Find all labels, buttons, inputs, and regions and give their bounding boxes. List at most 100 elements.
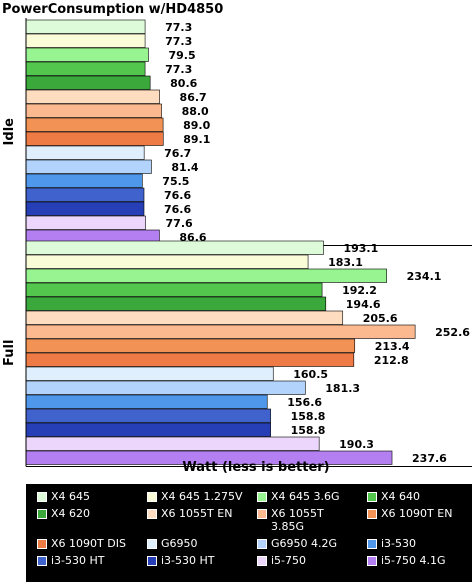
bar-idle-2 xyxy=(25,33,146,48)
chart-title: PowerConsumption w/HD4850 xyxy=(2,2,223,17)
legend-swatch xyxy=(37,509,47,519)
bar-full-3 xyxy=(25,268,387,283)
legend-swatch xyxy=(147,539,157,549)
legend-item-3: X4 645 3.6G xyxy=(252,490,362,503)
bar-full-6 xyxy=(25,310,344,325)
data-label-idle-5: 80.6 xyxy=(170,77,197,90)
data-label-full-11: 181.3 xyxy=(325,382,360,395)
data-label-idle-1: 77.3 xyxy=(165,21,192,34)
legend-swatch xyxy=(37,556,47,566)
bar-idle-8 xyxy=(25,117,164,132)
group-idle: 77.377.379.577.380.686.788.089.089.176.7… xyxy=(2,18,472,246)
legend: X4 645 X4 645 1.275V X4 645 3.6G X4 640 X4 6… xyxy=(26,484,472,582)
legend-label: i3-530 xyxy=(381,537,417,550)
group-label-full: Full xyxy=(2,340,17,366)
legend-item-9: X6 1090T DIS xyxy=(32,537,142,550)
legend-item-14: i3-530 HT xyxy=(142,554,252,567)
bar-idle-15 xyxy=(25,215,146,230)
group-label-idle: Idle xyxy=(2,118,17,146)
legend-swatch xyxy=(37,539,47,549)
data-label-full-14: 158.8 xyxy=(291,424,326,437)
plot-area: 77.377.379.577.380.686.788.089.089.176.7… xyxy=(2,18,472,467)
legend-label: G6950 4.2G xyxy=(271,537,338,550)
legend-item-16: i5-750 4.1G xyxy=(362,554,472,567)
data-label-idle-6: 86.7 xyxy=(180,91,207,104)
data-label-full-7: 252.6 xyxy=(435,326,470,339)
bar-full-14 xyxy=(25,422,271,437)
data-label-idle-10: 76.7 xyxy=(164,147,191,160)
legend-swatch xyxy=(147,556,157,566)
legend-label: i3-530 HT xyxy=(161,554,215,567)
legend-swatch xyxy=(257,556,267,566)
legend-item-2: X4 645 1.275V xyxy=(142,490,252,503)
bar-idle-13 xyxy=(25,187,145,202)
legend-label: X4 645 1.275V xyxy=(161,490,243,503)
bar-full-7 xyxy=(25,324,416,339)
data-label-full-16: 237.6 xyxy=(412,452,447,465)
x-axis-label: Watt (less is better) xyxy=(182,460,329,475)
legend-item-6: X6 1055T EN xyxy=(142,507,252,533)
data-label-full-13: 158.8 xyxy=(291,410,326,423)
legend-item-13: i3-530 HT xyxy=(32,554,142,567)
bar-idle-11 xyxy=(25,159,152,174)
legend-label: i5-750 4.1G xyxy=(381,554,446,567)
legend-swatch xyxy=(147,492,157,502)
legend-label: X4 640 xyxy=(381,490,421,503)
legend-item-8: X6 1090T EN xyxy=(362,507,472,533)
bar-full-8 xyxy=(25,338,356,353)
bar-idle-7 xyxy=(25,103,162,118)
legend-swatch xyxy=(367,556,377,566)
legend-item-11: G6950 4.2G xyxy=(252,537,362,550)
legend-swatch xyxy=(257,509,267,519)
legend-item-4: X4 640 xyxy=(362,490,472,503)
data-label-idle-7: 88.0 xyxy=(182,105,209,118)
legend-swatch xyxy=(367,509,377,519)
data-label-full-15: 190.3 xyxy=(339,438,374,451)
legend-item-7: X6 1055T 3.85G xyxy=(252,507,362,533)
data-label-idle-4: 77.3 xyxy=(165,63,192,76)
bar-full-15 xyxy=(25,436,320,451)
legend-label: G6950 xyxy=(161,537,198,550)
legend-label: X6 1055T EN xyxy=(161,507,233,520)
data-label-full-2: 183.1 xyxy=(328,256,363,269)
legend-label: X6 1090T DIS xyxy=(51,537,126,550)
legend-swatch xyxy=(37,492,47,502)
bar-full-9 xyxy=(25,352,355,367)
bar-idle-14 xyxy=(25,201,145,216)
legend-swatch xyxy=(257,492,267,502)
bar-idle-4 xyxy=(25,61,146,76)
bar-idle-6 xyxy=(25,89,160,104)
legend-swatch xyxy=(147,509,157,519)
bar-full-2 xyxy=(25,254,309,269)
bar-full-13 xyxy=(25,408,271,423)
data-label-full-6: 205.6 xyxy=(363,312,398,325)
bar-idle-10 xyxy=(25,145,145,160)
bar-full-11 xyxy=(25,380,306,395)
bar-idle-12 xyxy=(25,173,143,188)
legend-item-12: i3-530 xyxy=(362,537,472,550)
legend-label: i3-530 HT xyxy=(51,554,105,567)
data-label-full-10: 160.5 xyxy=(293,368,328,381)
legend-item-5: X4 620 xyxy=(32,507,142,533)
data-label-full-1: 193.1 xyxy=(343,242,378,255)
legend-label: X4 645 3.6G xyxy=(271,490,340,503)
data-label-full-3: 234.1 xyxy=(407,270,442,283)
data-label-idle-13: 76.6 xyxy=(164,189,191,202)
data-label-idle-8: 89.0 xyxy=(183,119,210,132)
data-label-idle-9: 89.1 xyxy=(183,133,210,146)
data-label-idle-2: 77.3 xyxy=(165,35,192,48)
bar-idle-5 xyxy=(25,75,151,90)
legend-swatch xyxy=(257,539,267,549)
data-label-idle-11: 81.4 xyxy=(171,161,198,174)
legend-label: X4 620 xyxy=(51,507,91,520)
bar-full-10 xyxy=(25,366,274,381)
bar-full-5 xyxy=(25,296,327,311)
data-label-idle-15: 77.6 xyxy=(166,217,193,230)
data-label-full-5: 194.6 xyxy=(346,298,381,311)
bar-idle-1 xyxy=(25,19,146,34)
data-label-full-8: 213.4 xyxy=(375,340,410,353)
legend-item-15: i5-750 xyxy=(252,554,362,567)
legend-label: X4 645 xyxy=(51,490,91,503)
